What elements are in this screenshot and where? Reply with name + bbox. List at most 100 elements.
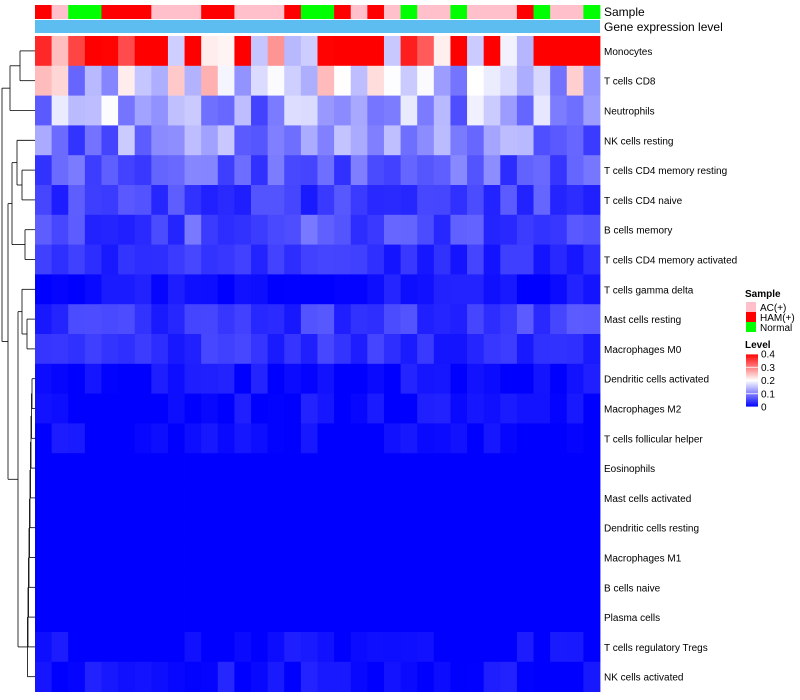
heatmap-cell xyxy=(566,512,584,543)
heatmap-cell xyxy=(566,542,584,573)
heatmap-cell xyxy=(201,244,219,275)
heatmap-cell xyxy=(383,483,401,514)
heatmap-cell xyxy=(101,304,119,335)
heatmap-cell xyxy=(367,304,385,335)
heatmap-cell xyxy=(134,95,152,126)
heatmap-cell xyxy=(516,661,534,692)
heatmap-cell xyxy=(184,483,202,514)
heatmap-cell xyxy=(483,334,501,365)
heatmap-cell xyxy=(84,214,102,245)
heatmap-cell xyxy=(383,661,401,692)
sample-cell xyxy=(35,5,53,19)
sample-cell xyxy=(101,5,119,19)
heatmap-cell xyxy=(51,36,69,67)
level-tick-label: 0.1 xyxy=(761,389,775,400)
heatmap-cell xyxy=(118,65,136,96)
heatmap-cell xyxy=(167,244,185,275)
heatmap-cell xyxy=(483,36,501,67)
heatmap-cell xyxy=(583,661,601,692)
heatmap-cell xyxy=(51,483,69,514)
heatmap-cell xyxy=(433,274,451,305)
heatmap-cell xyxy=(566,423,584,454)
sample-cell xyxy=(118,5,136,19)
heatmap-cell xyxy=(151,36,169,67)
row-label: T cells CD4 memory resting xyxy=(604,166,727,177)
heatmap-cell xyxy=(367,632,385,663)
heatmap-cell xyxy=(101,214,119,245)
heatmap-cell xyxy=(300,423,318,454)
heatmap-cell xyxy=(367,363,385,394)
heatmap-cell xyxy=(383,36,401,67)
heatmap-cell xyxy=(400,483,418,514)
heatmap-cell xyxy=(500,125,518,156)
heatmap-cell xyxy=(383,512,401,543)
heatmap-cell xyxy=(251,274,269,305)
heatmap-cell xyxy=(516,155,534,186)
heatmap-cell xyxy=(134,393,152,424)
heatmap-cell xyxy=(367,65,385,96)
heatmap-cell xyxy=(483,363,501,394)
heatmap-cell xyxy=(467,65,485,96)
heatmap-cell xyxy=(68,155,86,186)
heatmap-cell xyxy=(367,453,385,484)
heatmap-cell xyxy=(184,632,202,663)
heatmap-cell xyxy=(450,453,468,484)
heatmap-cell xyxy=(417,65,435,96)
heatmap-cell xyxy=(550,155,568,186)
heatmap-cell xyxy=(400,125,418,156)
heatmap-cell xyxy=(433,155,451,186)
heatmap-cell xyxy=(566,125,584,156)
heatmap-cell xyxy=(334,185,352,216)
heatmap-cell xyxy=(118,274,136,305)
heatmap-cell xyxy=(417,483,435,514)
heatmap-cell xyxy=(533,125,551,156)
heatmap-cell xyxy=(583,483,601,514)
heatmap-cell xyxy=(450,423,468,454)
heatmap-cell xyxy=(184,274,202,305)
heatmap-cell xyxy=(84,125,102,156)
heatmap-cell xyxy=(516,512,534,543)
heatmap-cell xyxy=(134,363,152,394)
heatmap-cell xyxy=(234,125,252,156)
heatmap-cell xyxy=(68,125,86,156)
heatmap-cell xyxy=(184,512,202,543)
heatmap-cell xyxy=(134,155,152,186)
row-label: Dendritic cells resting xyxy=(604,524,699,535)
heatmap-cell xyxy=(234,483,252,514)
row-label: T cells CD4 naive xyxy=(604,196,683,207)
heatmap-cell xyxy=(284,125,302,156)
heatmap-cell xyxy=(234,512,252,543)
heatmap-cell xyxy=(350,572,368,603)
heatmap-cell xyxy=(167,632,185,663)
heatmap-cell xyxy=(317,65,335,96)
heatmap-cell xyxy=(284,155,302,186)
heatmap-cell xyxy=(35,483,53,514)
heatmap-cell xyxy=(251,214,269,245)
heatmap-cell xyxy=(167,65,185,96)
heatmap-cell xyxy=(51,304,69,335)
heatmap-cell xyxy=(317,393,335,424)
heatmap-cell xyxy=(134,572,152,603)
heatmap-cell xyxy=(251,512,269,543)
heatmap-cell xyxy=(566,185,584,216)
heatmap-cell xyxy=(267,512,285,543)
heatmap-cell xyxy=(167,602,185,633)
heatmap-cell xyxy=(234,95,252,126)
heatmap-cell xyxy=(35,214,53,245)
heatmap-cell xyxy=(184,572,202,603)
sample-cell xyxy=(533,5,551,19)
heatmap-cell xyxy=(317,214,335,245)
heatmap-cell xyxy=(84,423,102,454)
heatmap-cell xyxy=(251,363,269,394)
sample-cell xyxy=(84,5,102,19)
heatmap-cell xyxy=(134,125,152,156)
heatmap-cell xyxy=(251,95,269,126)
heatmap-cell xyxy=(383,125,401,156)
heatmap-cell xyxy=(483,661,501,692)
gene-expression-level-bar xyxy=(35,20,600,33)
heatmap-cell xyxy=(500,632,518,663)
row-label: Macrophages M0 xyxy=(604,345,682,356)
heatmap-cell xyxy=(217,512,235,543)
heatmap-cell xyxy=(450,244,468,275)
heatmap-cell xyxy=(68,304,86,335)
